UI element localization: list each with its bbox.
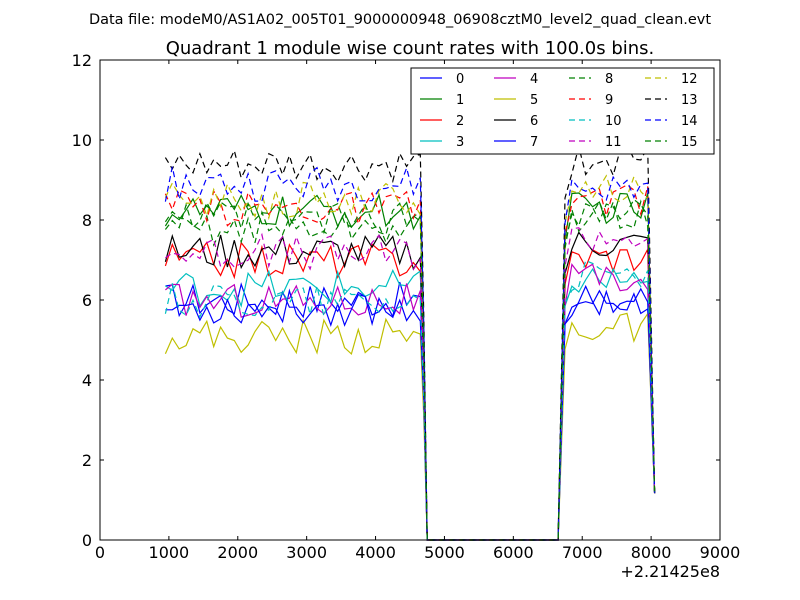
x-tick-label: 5000 bbox=[424, 543, 465, 562]
legend-label-0: 0 bbox=[456, 72, 464, 87]
legend-label-12: 12 bbox=[681, 72, 698, 87]
series-line-6 bbox=[164, 231, 656, 541]
series-line-11 bbox=[165, 227, 656, 541]
x-tick-label: 3000 bbox=[286, 543, 327, 562]
x-tick-label: 8000 bbox=[631, 543, 672, 562]
series-line-3 bbox=[165, 267, 656, 541]
legend-label-9: 9 bbox=[605, 93, 613, 108]
legend-box bbox=[410, 67, 715, 155]
legend-label-6: 6 bbox=[530, 114, 538, 129]
x-tick-label: 4000 bbox=[355, 543, 396, 562]
series-line-1 bbox=[164, 192, 656, 541]
x-tick-label: 1000 bbox=[149, 543, 190, 562]
series-line-10 bbox=[164, 259, 656, 541]
x-tick-label: 0 bbox=[95, 543, 105, 562]
legend-label-2: 2 bbox=[456, 114, 464, 129]
legend-label-8: 8 bbox=[605, 72, 613, 87]
y-tick-label: 6 bbox=[82, 291, 92, 310]
legend-label-3: 3 bbox=[456, 135, 464, 150]
chart-title: Quadrant 1 module wise count rates with … bbox=[166, 38, 655, 59]
series-line-7 bbox=[165, 284, 656, 541]
legend-label-14: 14 bbox=[681, 114, 698, 129]
x-tick-label: 7000 bbox=[562, 543, 603, 562]
y-tick-label: 8 bbox=[82, 211, 92, 230]
legend-label-13: 13 bbox=[681, 93, 698, 108]
series-line-12 bbox=[164, 174, 656, 541]
y-tick-label: 0 bbox=[82, 531, 92, 550]
x-axis: 0 1000 2000 3000 4000 5000 6000 7000 8000 9000 bbox=[95, 60, 740, 562]
x-tick-label: 6000 bbox=[493, 543, 534, 562]
x-tick-label: 9000 bbox=[700, 543, 741, 562]
y-tick-label: 2 bbox=[82, 451, 92, 470]
series-line-13 bbox=[164, 143, 656, 541]
series-line-9 bbox=[164, 184, 656, 541]
x-tick-label: 2000 bbox=[217, 543, 258, 562]
series-line-14 bbox=[164, 166, 656, 541]
chart-supertitle: Data file: modeM0/AS1A02_005T01_90000009… bbox=[89, 12, 711, 28]
series-line-5 bbox=[164, 311, 656, 541]
y-tick-label: 12 bbox=[72, 51, 92, 70]
legend-label-10: 10 bbox=[605, 114, 622, 129]
y-tick-label: 10 bbox=[72, 131, 92, 150]
plot-lines bbox=[164, 143, 656, 541]
series-line-15 bbox=[164, 198, 656, 541]
legend-label-15: 15 bbox=[681, 135, 698, 150]
legend-label-7: 7 bbox=[530, 135, 538, 150]
series-line-8 bbox=[164, 199, 656, 541]
legend-label-5: 5 bbox=[530, 93, 538, 108]
series-line-0 bbox=[165, 281, 656, 541]
y-tick-label: 4 bbox=[82, 371, 92, 390]
legend-label-11: 11 bbox=[605, 135, 622, 150]
legend-label-1: 1 bbox=[456, 93, 464, 108]
x-offset-label: +2.21425e8 bbox=[620, 562, 720, 581]
legend-label-4: 4 bbox=[530, 72, 538, 87]
